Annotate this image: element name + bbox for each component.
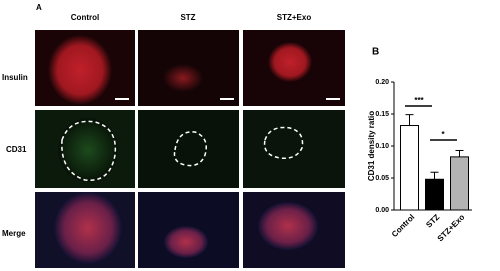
bar bbox=[450, 156, 469, 211]
x-tick-label: Control bbox=[390, 213, 416, 239]
y-axis-label: CD31 density ratio bbox=[367, 111, 376, 181]
panel-label: A bbox=[36, 3, 42, 12]
row-label: Merge bbox=[2, 229, 26, 238]
bar bbox=[400, 125, 419, 211]
row-label: CD31 bbox=[6, 145, 27, 154]
micrographs bbox=[35, 30, 345, 268]
column-header: STZ+Exo bbox=[277, 13, 312, 22]
y-tick-label: 0.10 bbox=[375, 143, 389, 150]
x-tick-label: STZ+Exo bbox=[436, 212, 467, 243]
y-tick-label: 0.05 bbox=[375, 175, 389, 182]
y-tick-label: 0.15 bbox=[375, 111, 389, 118]
significance-label: * bbox=[441, 130, 445, 139]
panel-label: B bbox=[372, 47, 379, 58]
y-tick-label: 0.20 bbox=[375, 79, 389, 86]
significance-label: *** bbox=[414, 96, 424, 105]
column-header: STZ bbox=[180, 13, 195, 22]
bar bbox=[425, 178, 444, 211]
column-header: Control bbox=[71, 13, 99, 22]
row-label: Insulin bbox=[2, 73, 28, 82]
x-tick-label: STZ bbox=[424, 212, 441, 229]
y-tick-label: 0.00 bbox=[375, 207, 389, 214]
